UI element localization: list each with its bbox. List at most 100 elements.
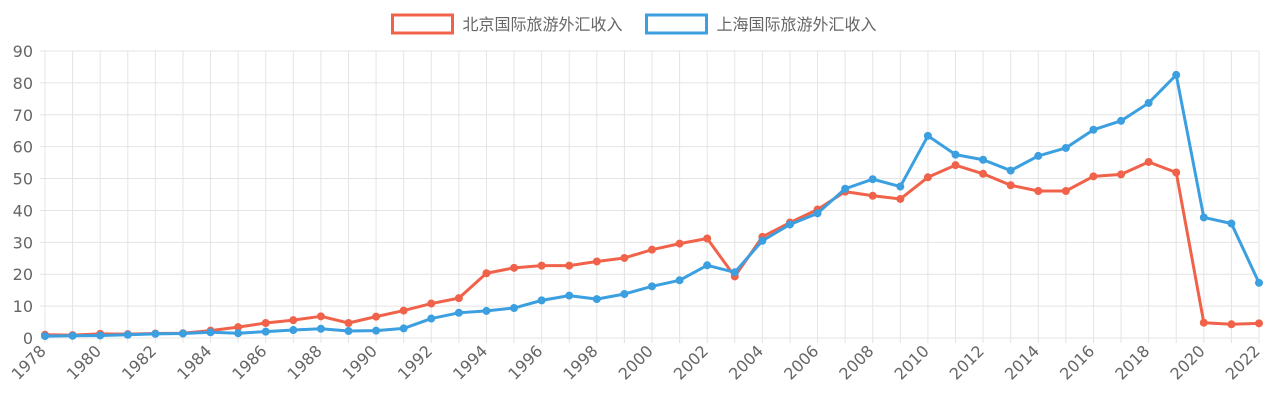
vertical-gridlines bbox=[44, 51, 1260, 343]
legend-item-1: 上海国际旅游外汇收入 bbox=[645, 13, 877, 35]
data-point bbox=[372, 312, 381, 321]
data-point bbox=[1089, 125, 1098, 134]
data-point bbox=[206, 328, 215, 337]
data-point bbox=[344, 326, 353, 335]
y-tick-label: 90 bbox=[13, 42, 33, 61]
x-tick-label: 1980 bbox=[63, 341, 105, 383]
y-tick-label: 30 bbox=[13, 233, 33, 252]
data-point bbox=[592, 257, 601, 266]
data-point bbox=[896, 194, 905, 203]
x-tick-label: 2010 bbox=[891, 341, 933, 383]
data-point bbox=[620, 253, 629, 262]
data-point bbox=[1061, 143, 1070, 152]
data-point bbox=[510, 304, 519, 313]
data-point bbox=[923, 131, 932, 140]
data-point bbox=[123, 330, 132, 339]
data-point bbox=[1144, 98, 1153, 107]
x-tick-label: 2002 bbox=[670, 341, 712, 383]
data-point bbox=[979, 155, 988, 164]
data-point bbox=[758, 236, 767, 245]
data-point bbox=[1006, 181, 1015, 190]
x-tick-label: 1998 bbox=[559, 341, 601, 383]
data-point bbox=[537, 261, 546, 270]
data-point bbox=[399, 324, 408, 333]
y-tick-label: 60 bbox=[13, 138, 33, 157]
x-tick-label: 2006 bbox=[780, 341, 822, 383]
data-point bbox=[648, 245, 656, 254]
y-axis-tick-labels: 0 10 20 30 40 50 60 70 80 90 bbox=[13, 42, 33, 348]
data-point bbox=[427, 314, 436, 323]
legend: 北京国际旅游外汇收入 上海国际旅游外汇收入 bbox=[391, 13, 877, 35]
data-point bbox=[565, 261, 574, 270]
data-point bbox=[1117, 170, 1126, 179]
data-point bbox=[510, 263, 519, 272]
horizontal-gridlines bbox=[40, 50, 1259, 339]
data-point bbox=[68, 331, 77, 340]
x-axis-tick-labels: 1978 1980 1982 1984 1986 1988 1990 1992 1994 1996… bbox=[8, 341, 1264, 383]
x-tick-label: 1994 bbox=[449, 341, 491, 383]
data-point bbox=[1061, 186, 1070, 195]
data-point bbox=[399, 306, 408, 315]
legend-label: 北京国际旅游外汇收入 bbox=[463, 15, 623, 34]
data-point bbox=[261, 319, 270, 328]
x-tick-label: 1982 bbox=[118, 341, 160, 383]
data-point bbox=[344, 319, 353, 328]
data-point bbox=[1144, 157, 1153, 166]
y-tick-label: 50 bbox=[13, 170, 33, 189]
data-point bbox=[1199, 213, 1208, 222]
x-tick-label: 2008 bbox=[835, 341, 877, 383]
data-point bbox=[482, 269, 491, 278]
data-point bbox=[151, 329, 160, 338]
data-point bbox=[648, 282, 656, 291]
x-tick-label: 2000 bbox=[615, 341, 657, 383]
legend-swatch bbox=[391, 13, 454, 35]
legend-swatch bbox=[645, 13, 708, 35]
data-point bbox=[923, 173, 932, 182]
data-point bbox=[1255, 278, 1263, 287]
x-tick-label: 2018 bbox=[1111, 341, 1153, 383]
data-point bbox=[178, 329, 187, 338]
x-tick-label: 1988 bbox=[284, 341, 326, 383]
data-point bbox=[675, 276, 684, 285]
data-point bbox=[41, 332, 49, 341]
data-point bbox=[261, 327, 270, 336]
data-point bbox=[1255, 319, 1263, 328]
data-point bbox=[841, 184, 850, 193]
data-point bbox=[316, 312, 325, 321]
x-tick-label: 1990 bbox=[339, 341, 381, 383]
data-point bbox=[703, 234, 712, 243]
series-layer bbox=[41, 70, 1263, 341]
data-point bbox=[868, 191, 877, 200]
data-point bbox=[1117, 116, 1126, 125]
data-point bbox=[372, 326, 381, 335]
series-1 bbox=[41, 70, 1263, 341]
data-point bbox=[234, 329, 243, 338]
data-point bbox=[565, 291, 574, 300]
x-tick-label: 1996 bbox=[504, 341, 546, 383]
legend-label: 上海国际旅游外汇收入 bbox=[717, 15, 877, 34]
data-point bbox=[1006, 166, 1015, 175]
data-point bbox=[951, 161, 960, 170]
y-tick-label: 80 bbox=[13, 74, 33, 93]
data-point bbox=[951, 150, 960, 159]
data-point bbox=[896, 182, 905, 191]
data-point bbox=[482, 306, 491, 315]
data-point bbox=[1034, 186, 1043, 195]
data-point bbox=[289, 316, 298, 325]
y-tick-label: 70 bbox=[13, 106, 33, 125]
data-point bbox=[1089, 172, 1098, 181]
data-point bbox=[620, 289, 629, 298]
data-point bbox=[1034, 151, 1043, 160]
data-point bbox=[316, 324, 325, 333]
x-tick-label: 2012 bbox=[946, 341, 988, 383]
data-point bbox=[675, 239, 684, 248]
x-tick-label: 1992 bbox=[394, 341, 436, 383]
x-tick-label: 2022 bbox=[1222, 341, 1264, 383]
data-point bbox=[730, 268, 739, 277]
x-tick-label: 2004 bbox=[725, 341, 767, 383]
y-tick-label: 20 bbox=[13, 265, 33, 284]
data-point bbox=[537, 296, 546, 305]
x-tick-label: 2014 bbox=[1001, 341, 1043, 383]
